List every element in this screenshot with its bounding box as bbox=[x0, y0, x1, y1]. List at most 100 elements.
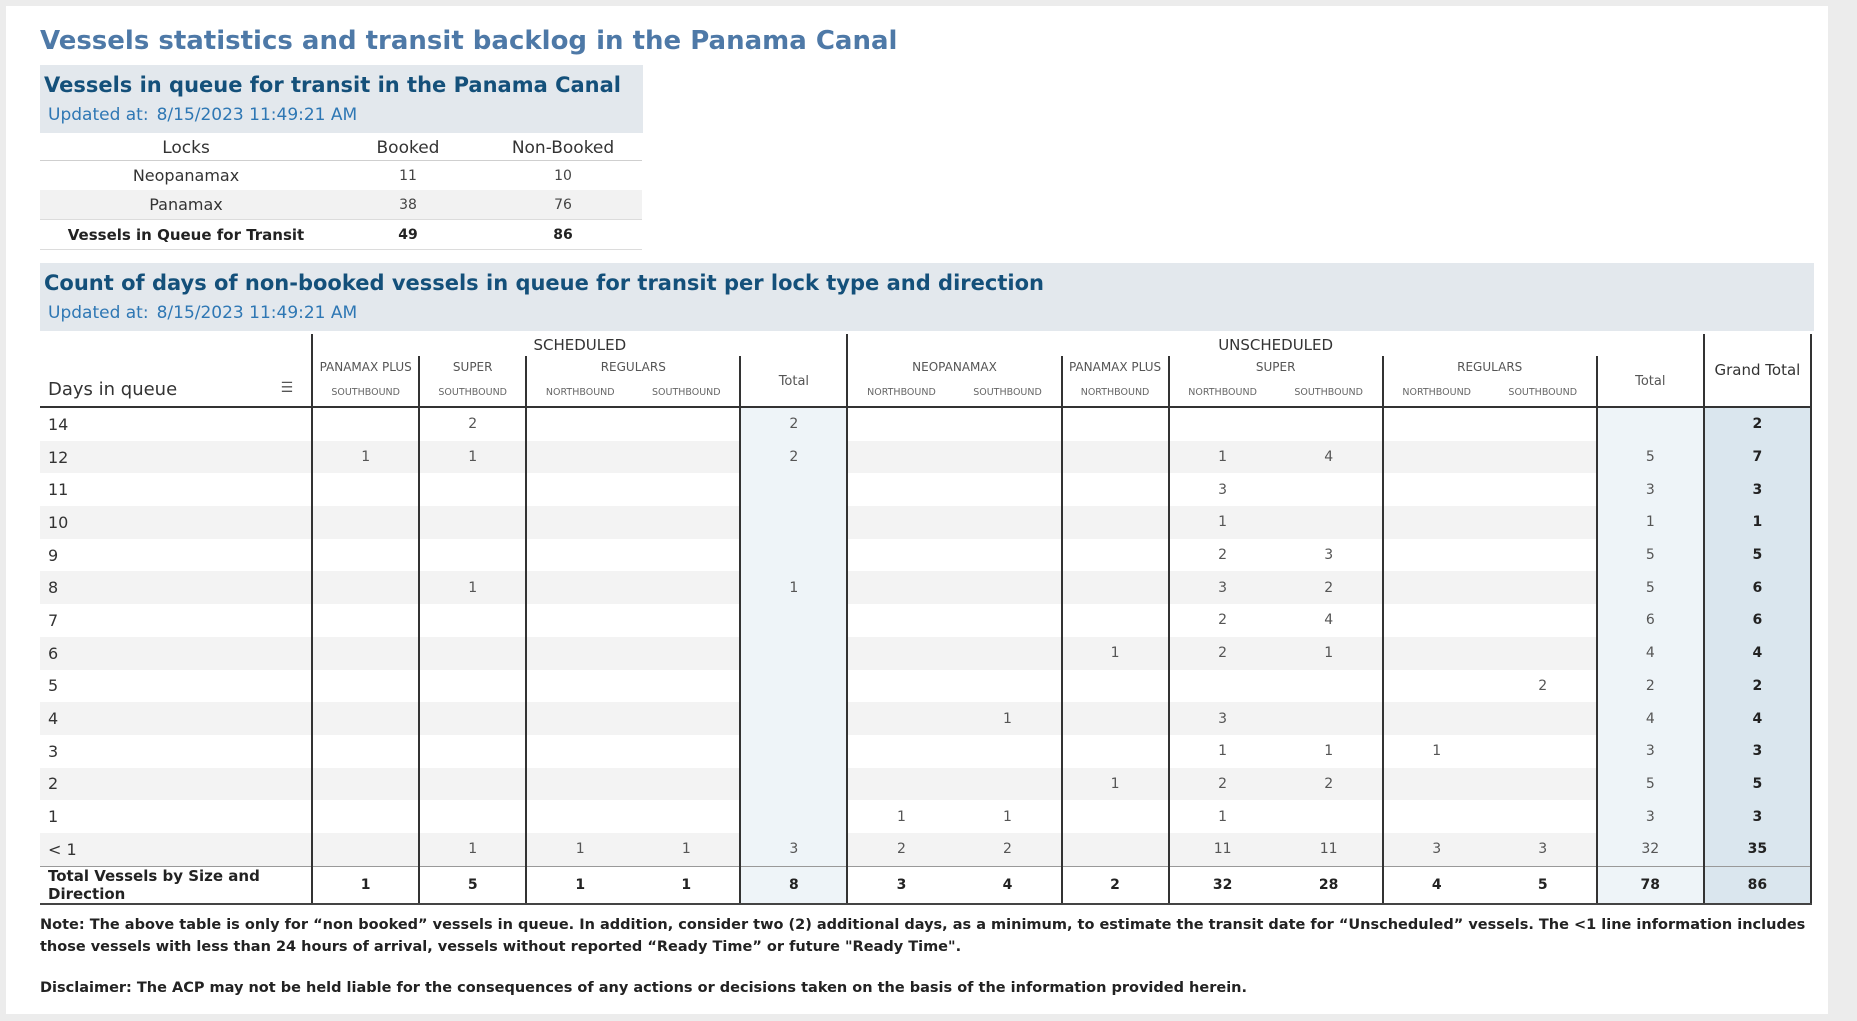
count-cell bbox=[1383, 604, 1490, 637]
page-title: Vessels statistics and transit backlog i… bbox=[40, 26, 898, 56]
non-booked-value: 76 bbox=[484, 190, 642, 220]
count-cell bbox=[1383, 407, 1490, 441]
count-cell: 3 bbox=[847, 865, 955, 905]
count-cell bbox=[526, 473, 633, 506]
count-cell bbox=[311, 702, 421, 735]
grand-total-cell: 3 bbox=[1703, 734, 1813, 768]
day-label: 9 bbox=[48, 545, 59, 565]
count-cell bbox=[419, 702, 528, 735]
booked-value: 11 bbox=[399, 167, 417, 184]
count-cell bbox=[526, 702, 634, 735]
count-cell bbox=[1275, 407, 1384, 441]
count-cell bbox=[419, 604, 528, 637]
total-cell: 1 bbox=[740, 571, 849, 605]
count-cell: 32 bbox=[1168, 865, 1276, 905]
count-cell bbox=[526, 407, 633, 441]
col-locks: Locks bbox=[40, 136, 332, 161]
count-cell: 5 bbox=[419, 865, 528, 905]
total-row-label: Total Vessels by Size and Direction bbox=[40, 865, 313, 905]
count-cell: 2 bbox=[1168, 767, 1276, 801]
count-cell bbox=[1061, 702, 1170, 735]
count-cell bbox=[311, 506, 421, 539]
count-cell bbox=[1489, 473, 1598, 507]
updated-value: 8/15/2023 11:49:21 AM bbox=[156, 303, 358, 323]
count-cell: 1 bbox=[419, 832, 528, 867]
count-cell bbox=[1275, 702, 1384, 735]
count-cell: 1 bbox=[954, 702, 1063, 735]
count-cell bbox=[1489, 506, 1598, 539]
direction-label: SOUTHBOUND bbox=[311, 378, 421, 408]
count-cell: 5 bbox=[1489, 865, 1598, 905]
total-cell bbox=[740, 604, 849, 637]
day-label: 2 bbox=[40, 767, 313, 801]
count-cell bbox=[1169, 670, 1276, 703]
count-cell bbox=[311, 407, 421, 441]
count-cell bbox=[954, 734, 1063, 768]
count-cell bbox=[633, 407, 742, 441]
count-cell bbox=[1275, 669, 1384, 703]
count-cell: 11 bbox=[1168, 832, 1276, 867]
count-cell bbox=[419, 669, 528, 703]
days-in-queue-header[interactable]: Days in queue ☰ bbox=[40, 334, 313, 408]
count-cell bbox=[311, 473, 421, 507]
sort-icon[interactable]: ☰ bbox=[280, 380, 294, 396]
col-non-booked: Non-Booked bbox=[484, 136, 642, 161]
count-cell: 2 bbox=[419, 407, 528, 441]
direction-label: SOUTHBOUND bbox=[954, 378, 1063, 408]
total-label: Vessels in Queue for Transit bbox=[40, 219, 332, 250]
grand-total-cell: 3 bbox=[1703, 800, 1813, 833]
day-label: 8 bbox=[40, 571, 313, 605]
count-cell bbox=[526, 604, 633, 637]
count-cell: 1 bbox=[419, 571, 528, 605]
count-cell bbox=[633, 538, 742, 572]
count-cell: 1 bbox=[311, 440, 421, 474]
count-cell: 2 bbox=[1168, 636, 1276, 670]
direction-label: NORTHBOUND bbox=[847, 378, 955, 408]
grand-total-cell: 6 bbox=[1703, 604, 1813, 637]
count-cell: 1 bbox=[526, 832, 634, 867]
count-cell bbox=[954, 767, 1063, 801]
day-label: 5 bbox=[48, 676, 59, 696]
count-cell: 1 bbox=[526, 865, 634, 905]
count-cell bbox=[847, 604, 954, 637]
total-cell bbox=[1596, 407, 1705, 441]
day-label: < 1 bbox=[40, 832, 313, 867]
count-cell bbox=[1382, 767, 1490, 801]
total-cell bbox=[740, 767, 849, 801]
direction-label: NORTHBOUND bbox=[1061, 378, 1170, 408]
grand-total-cell: 5 bbox=[1703, 767, 1813, 801]
table-row: Panamax 38 76 bbox=[40, 190, 642, 220]
count-cell bbox=[954, 506, 1063, 539]
total-cell bbox=[740, 800, 849, 833]
count-cell bbox=[311, 734, 421, 768]
count-cell bbox=[1382, 636, 1490, 670]
queue-panel-header: Vessels in queue for transit in the Pana… bbox=[40, 65, 643, 133]
count-cell bbox=[847, 440, 955, 474]
total-cell bbox=[740, 473, 849, 507]
grand-total-cell: 1 bbox=[1703, 506, 1813, 539]
count-cell bbox=[633, 604, 742, 637]
table-row: Neopanamax 11 10 bbox=[40, 161, 642, 191]
count-cell bbox=[847, 473, 954, 506]
direction-label: SOUTHBOUND bbox=[633, 378, 742, 408]
count-cell bbox=[311, 800, 421, 833]
count-cell: 3 bbox=[1382, 832, 1490, 867]
group-regulars: REGULARS bbox=[1382, 356, 1598, 378]
non-booked-total: 86 bbox=[484, 219, 642, 250]
total-row: Vessels in Queue for Transit 49 86 bbox=[40, 219, 642, 250]
count-cell bbox=[633, 571, 742, 605]
count-cell bbox=[633, 669, 742, 703]
count-cell bbox=[1382, 506, 1490, 539]
count-cell bbox=[633, 734, 742, 768]
count-cell bbox=[1489, 636, 1598, 670]
count-cell bbox=[1275, 800, 1384, 833]
grand-total-cell: 4 bbox=[1703, 702, 1813, 735]
count-cell bbox=[633, 800, 742, 833]
count-cell: 1 bbox=[1432, 743, 1442, 760]
group-super: SUPER bbox=[419, 356, 528, 378]
count-cell: 1 bbox=[633, 865, 742, 905]
